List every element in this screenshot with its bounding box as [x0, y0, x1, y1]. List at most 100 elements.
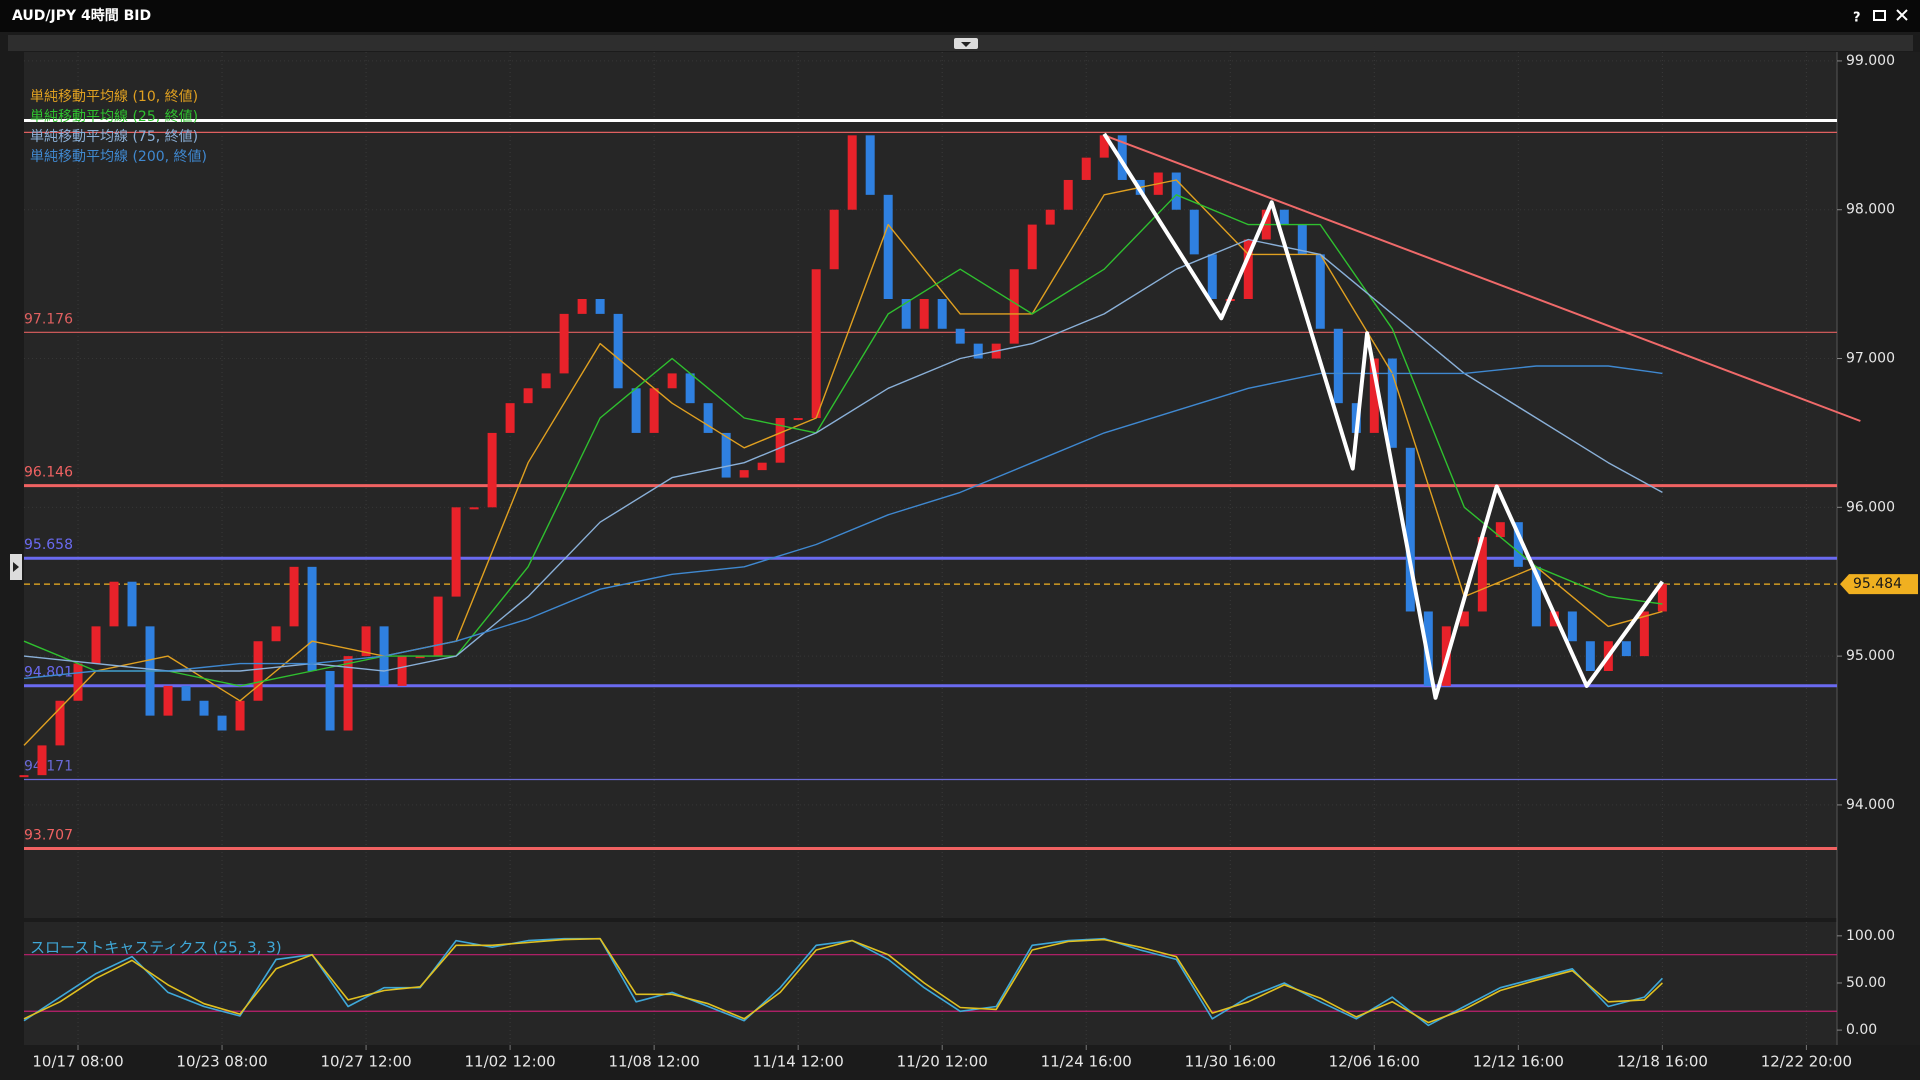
candle [1657, 584, 1667, 612]
candle [595, 299, 605, 314]
candle [1189, 209, 1199, 255]
candle [847, 135, 857, 210]
candle [541, 373, 551, 389]
candle [433, 596, 443, 657]
candle [1045, 209, 1055, 225]
candle [217, 715, 227, 731]
stochastic-line [23, 937, 1663, 1024]
candle [1495, 522, 1505, 538]
window-buttons[interactable]: ? [1853, 9, 1908, 26]
x-tick-label: 11/24 16:00 [1041, 1053, 1132, 1071]
candle [181, 685, 191, 701]
indicator-title: スローストキャスティクス (25, 3, 3) [30, 939, 282, 957]
candle [1531, 566, 1541, 627]
candle [523, 388, 533, 404]
y-tick-label: 100.00 [1846, 928, 1895, 944]
candle [703, 403, 713, 433]
y-tick-label: 0.00 [1846, 1022, 1877, 1038]
candle [451, 507, 461, 597]
dropdown-arrow [961, 42, 971, 47]
x-tick-label: 11/02 12:00 [464, 1053, 555, 1071]
y-tick-label: 99.000 [1846, 53, 1895, 69]
candle [757, 462, 767, 471]
x-tick-label: 12/06 16:00 [1329, 1053, 1420, 1071]
candle [811, 269, 821, 419]
x-tick-label: 11/08 12:00 [609, 1053, 700, 1071]
zigzag-line [1102, 132, 1665, 700]
x-tick-label: 10/23 08:00 [176, 1053, 267, 1071]
candle [559, 313, 569, 374]
candle [289, 566, 299, 627]
candle [613, 313, 623, 389]
candle [1009, 269, 1019, 344]
candle [1081, 157, 1091, 180]
candle [793, 418, 803, 421]
candle [343, 656, 353, 731]
candle [37, 745, 47, 776]
candle [19, 775, 29, 778]
y-tick-label: 95.000 [1846, 648, 1895, 664]
candle [1459, 611, 1469, 627]
candle [1567, 611, 1577, 642]
last-price-tag [1840, 574, 1918, 595]
candle [1369, 358, 1379, 433]
candle [325, 670, 335, 731]
candle [271, 626, 281, 642]
candle [667, 373, 677, 389]
candle [127, 581, 137, 627]
candle [307, 566, 317, 671]
candle [1621, 641, 1631, 657]
trend-line [1103, 134, 1861, 422]
candle [901, 299, 911, 329]
candle [1243, 239, 1253, 300]
moving-average-line [23, 179, 1663, 746]
candle [829, 209, 839, 270]
y-tick-label: 97.000 [1846, 351, 1895, 367]
x-tick-label: 11/30 16:00 [1185, 1053, 1276, 1071]
candle [109, 581, 119, 627]
x-tick-label: 12/18 16:00 [1617, 1053, 1708, 1071]
close-button[interactable] [1896, 9, 1908, 21]
candle [73, 663, 83, 701]
right-axis-area [1837, 52, 1920, 1045]
candle [955, 328, 965, 344]
candle [1513, 522, 1523, 567]
x-tick-label: 10/27 12:00 [320, 1053, 411, 1071]
x-tick-label: 12/12 16:00 [1473, 1053, 1564, 1071]
candle [721, 432, 731, 478]
candle [397, 656, 407, 686]
side-handle-arrow [13, 562, 19, 572]
x-tick-label: 10/17 08:00 [32, 1053, 123, 1071]
x-tick-label: 11/14 12:00 [753, 1053, 844, 1071]
candle [1387, 358, 1397, 448]
candle [91, 626, 101, 664]
moving-average-line [23, 194, 1663, 687]
last-price-label: 95.484 [1853, 576, 1902, 592]
candle [685, 373, 695, 404]
candle [361, 626, 371, 657]
moving-average-line [23, 238, 1663, 672]
candle [883, 194, 893, 300]
candle [1639, 611, 1649, 657]
candle [973, 343, 983, 359]
candle [865, 135, 875, 195]
candle [775, 418, 785, 463]
candle [1063, 179, 1073, 210]
candle [55, 700, 65, 746]
candle [919, 299, 929, 329]
candle [739, 470, 749, 478]
legend-entry: 単純移動平均線 (75, 終値) [30, 129, 198, 145]
help-button[interactable]: ? [1853, 11, 1861, 26]
stochastic-panel [24, 922, 1837, 1045]
candle [1333, 328, 1343, 404]
maximize-button[interactable] [1873, 10, 1886, 21]
level-label: 95.658 [24, 537, 73, 553]
candle [1315, 254, 1325, 329]
moving-average-line [23, 365, 1663, 680]
candle [631, 388, 641, 433]
candle [1171, 172, 1181, 210]
level-label: 97.176 [24, 311, 73, 327]
level-label: 93.707 [24, 828, 73, 844]
